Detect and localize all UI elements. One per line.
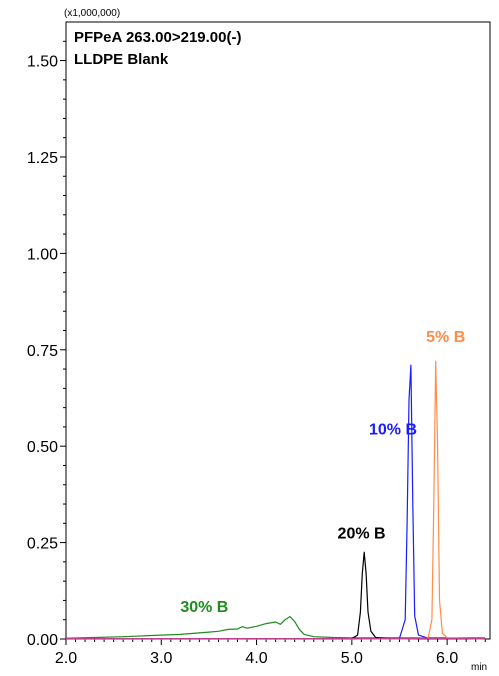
y-tick-label: 0.00 — [27, 632, 58, 649]
x-tick-label: 4.0 — [245, 650, 267, 667]
annotation-layer: 30% B 20% B 10% B 5% B — [180, 329, 465, 616]
x-tick-label: 5.0 — [341, 650, 363, 667]
series-line — [66, 360, 486, 640]
chart-subtitle: LLDPE Blank — [74, 51, 169, 68]
x-tick-label: 6.0 — [436, 650, 458, 667]
y-tick-label: 0.50 — [27, 439, 58, 456]
y-tick-label: 0.75 — [27, 343, 58, 360]
chart-title: PFPeA 263.00>219.00(-) — [74, 29, 241, 46]
series-layer — [65, 360, 486, 640]
series-line — [66, 551, 486, 640]
y-tick-label: 0.25 — [27, 536, 58, 553]
x-axis-unit: min — [471, 662, 487, 673]
x-tick-label: 3.0 — [150, 650, 172, 667]
peak-annotation: 20% B — [338, 526, 386, 543]
peak-annotation: 10% B — [369, 422, 417, 439]
y-scale-factor-label: (x1,000,000) — [64, 8, 120, 19]
x-tick-label: 2.0 — [55, 650, 77, 667]
y-tick-label: 1.25 — [27, 150, 58, 167]
y-tick-label: 1.50 — [27, 54, 58, 71]
chart-axes: 0.00 0.25 0.50 0.75 1.00 1.25 1.50 2.0 3.0 4.0 5.0… — [27, 21, 491, 667]
series-line — [65, 615, 486, 639]
peak-annotation: 30% B — [180, 599, 228, 616]
series-line — [66, 364, 486, 640]
peak-annotation: 5% B — [426, 329, 465, 346]
y-tick-label: 1.00 — [27, 246, 58, 263]
